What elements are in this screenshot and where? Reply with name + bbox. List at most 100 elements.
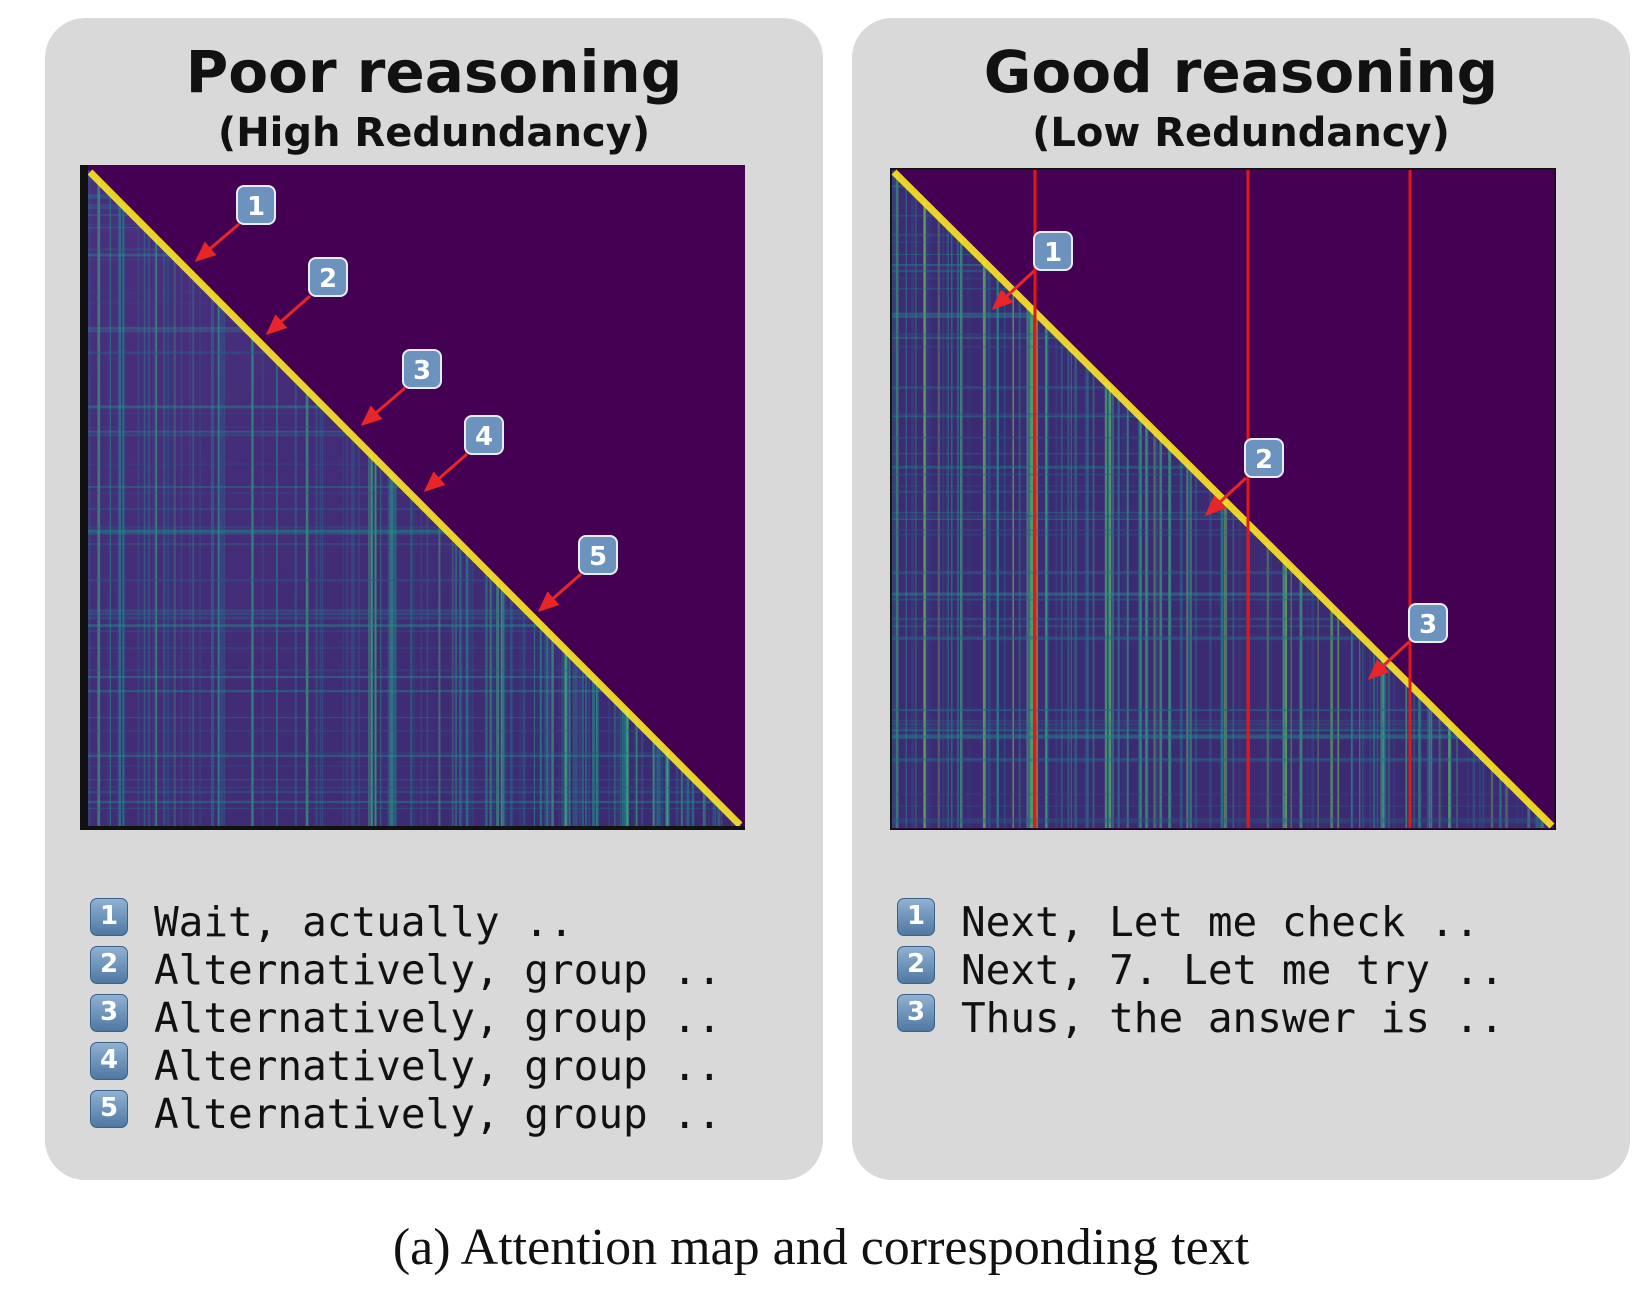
attention-streak xyxy=(1330,605,1333,828)
attention-streak xyxy=(88,754,670,757)
arrow-3 xyxy=(360,386,406,426)
attention-streak xyxy=(189,271,191,827)
attention-streak xyxy=(1282,558,1284,828)
attention-streak xyxy=(1105,382,1108,828)
svg-text:2: 2 xyxy=(1255,445,1273,475)
attention-streak xyxy=(892,722,1449,726)
attention-streak xyxy=(905,183,907,828)
attention-streak xyxy=(892,805,1532,808)
step-badge-3: 3 xyxy=(90,994,128,1032)
attention-streak xyxy=(892,818,1545,821)
attention-streak xyxy=(1387,662,1391,828)
list-item: 1 Wait, actually .. xyxy=(90,898,722,946)
attention-streak xyxy=(217,300,219,827)
arrow-1 xyxy=(194,222,240,262)
attention-streak xyxy=(892,312,1036,315)
attention-streak xyxy=(124,206,126,828)
attention-streak xyxy=(892,265,988,268)
attention-streak xyxy=(1027,305,1031,828)
attention-streak xyxy=(960,237,962,829)
attention-streak xyxy=(654,738,657,827)
attention-streak xyxy=(717,802,720,827)
attention-streak xyxy=(88,228,147,231)
attention-streak xyxy=(106,188,110,828)
attention-streak xyxy=(1466,741,1469,828)
attention-streak xyxy=(276,358,278,827)
attention-streak xyxy=(170,252,172,827)
attention-streak xyxy=(1268,544,1272,828)
attention-streak xyxy=(88,426,344,428)
attention-streak xyxy=(88,807,723,810)
attention-streak xyxy=(386,470,390,827)
attention-streak xyxy=(88,543,460,546)
attention-streak xyxy=(394,477,397,827)
attention-streak xyxy=(1516,790,1518,828)
attention-streak xyxy=(892,708,1434,712)
callout-badge-2: 2 xyxy=(308,257,348,297)
attention-streak xyxy=(97,179,101,827)
attention-streak xyxy=(657,741,660,827)
attention-streak xyxy=(471,555,474,827)
attention-streak xyxy=(88,412,330,415)
attention-streak xyxy=(1440,715,1444,828)
attention-streak xyxy=(1029,306,1031,828)
attention-streak xyxy=(659,744,661,827)
attention-streak xyxy=(616,700,620,827)
attention-streak xyxy=(960,237,963,829)
attention-streak xyxy=(374,457,377,827)
step-text: Alternatively, group .. xyxy=(154,946,722,994)
attention-streak xyxy=(1138,414,1142,828)
attention-streak xyxy=(892,515,1240,518)
attention-streak xyxy=(461,545,463,827)
attention-streak xyxy=(342,425,345,827)
attention-streak xyxy=(88,617,534,620)
attention-streak xyxy=(523,607,526,827)
attention-streak xyxy=(892,214,937,217)
step-badge-1: 1 xyxy=(897,898,935,936)
step-badge-5: 5 xyxy=(90,1090,128,1128)
attention-streak xyxy=(1350,626,1354,828)
attention-streak xyxy=(892,465,1190,467)
attention-streak xyxy=(88,291,210,294)
list-item: 4 Alternatively, group .. xyxy=(90,1042,722,1090)
attention-streak xyxy=(138,221,141,828)
attention-streak xyxy=(613,697,615,827)
attention-streak xyxy=(1285,561,1287,828)
attention-streak xyxy=(1045,322,1048,828)
attention-streak xyxy=(122,204,125,827)
attention-streak xyxy=(346,429,348,827)
attention-streak xyxy=(109,191,111,828)
attention-streak xyxy=(541,625,544,827)
attention-streak xyxy=(1359,634,1361,828)
attention-streak xyxy=(892,593,1318,596)
attention-streak xyxy=(88,790,706,794)
attention-streak xyxy=(684,769,688,827)
attention-streak xyxy=(892,572,1298,575)
attention-streak xyxy=(892,758,1484,760)
attention-streak xyxy=(892,728,1455,732)
attention-streak xyxy=(88,616,533,619)
attention-streak xyxy=(892,759,1485,762)
attention-streak xyxy=(295,378,298,827)
attention-streak xyxy=(572,656,575,827)
attention-streak xyxy=(390,473,394,827)
svg-text:2: 2 xyxy=(319,264,337,294)
attention-streak xyxy=(1430,705,1433,828)
attention-streak xyxy=(585,669,587,827)
attention-streak xyxy=(592,676,596,827)
attention-streak xyxy=(892,436,1161,439)
attention-streak xyxy=(88,614,531,616)
attention-streak xyxy=(967,245,969,828)
attention-streak xyxy=(217,300,220,827)
attention-streak xyxy=(568,652,571,827)
attention-streak xyxy=(561,645,564,827)
attention-streak xyxy=(117,199,120,828)
attention-streak xyxy=(88,529,447,533)
attention-streak xyxy=(88,676,592,679)
attention-streak xyxy=(173,255,176,827)
attention-streak xyxy=(1521,796,1523,828)
attention-streak xyxy=(892,511,1236,514)
attention-streak xyxy=(165,247,168,828)
attention-streak xyxy=(665,750,669,827)
attention-streak xyxy=(1195,471,1197,828)
